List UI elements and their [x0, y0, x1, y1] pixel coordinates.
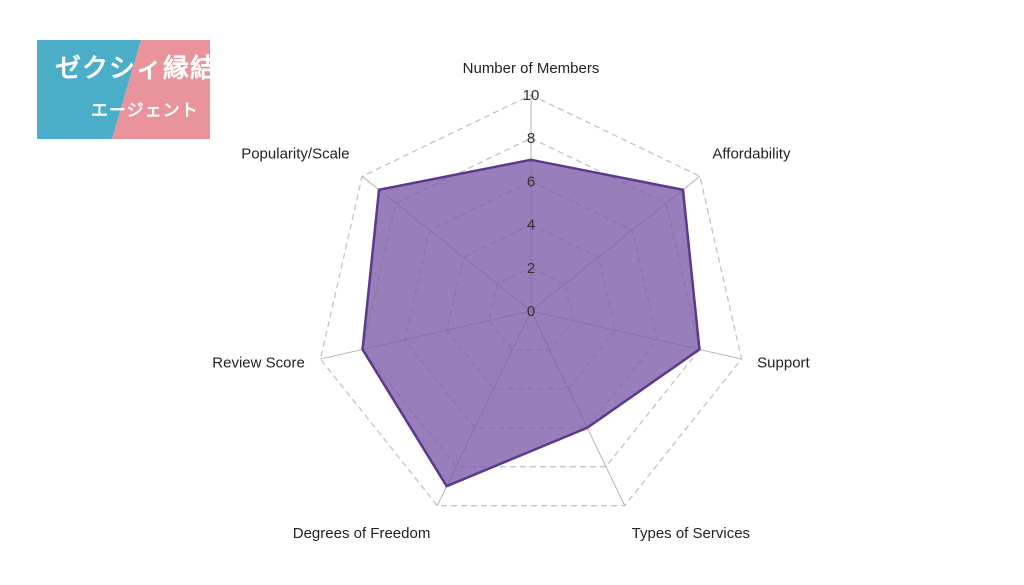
tick-label: 8	[527, 130, 535, 147]
axis-label: Popularity/Scale	[241, 145, 349, 162]
axis-label: Affordability	[712, 145, 791, 162]
tick-label: 6	[527, 173, 535, 190]
radar-axis-labels: Number of Members Affordability Support Typ…	[212, 60, 810, 542]
axis-label: Number of Members	[463, 60, 600, 77]
axis-label: Support	[757, 355, 810, 372]
axis-label: Types of Services	[632, 525, 750, 542]
tick-label: 2	[527, 260, 535, 277]
radar-series	[361, 158, 701, 488]
axis-label: Review Score	[212, 355, 305, 372]
series-area	[361, 158, 701, 488]
grid-ring	[319, 94, 743, 507]
tick-label: 10	[523, 87, 540, 104]
logo-background	[37, 40, 210, 139]
tick-label: 0	[527, 303, 535, 320]
logo-subtitle: エージェント	[91, 101, 199, 121]
tick-label: 4	[527, 217, 535, 234]
logo-title: ゼクシィ縁結び	[55, 54, 210, 84]
brand-logo: ゼクシィ縁結び エージェント	[37, 40, 210, 139]
axis-label: Degrees of Freedom	[293, 525, 431, 542]
radar-ticks: 0 2 4 6 8 10	[523, 87, 540, 320]
